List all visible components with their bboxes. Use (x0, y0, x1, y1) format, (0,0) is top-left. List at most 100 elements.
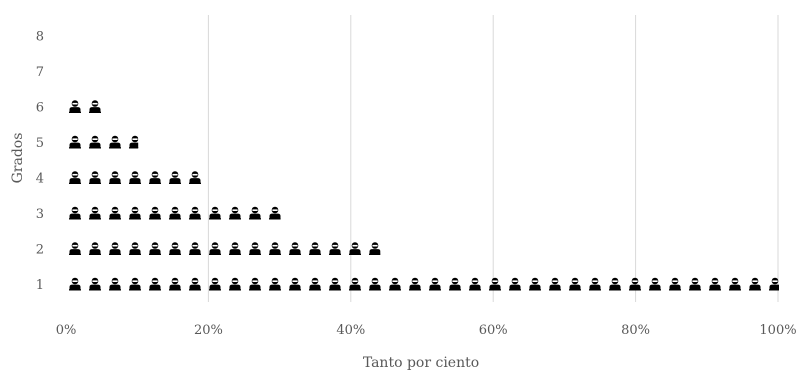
person-icon (269, 206, 281, 220)
person-icon (529, 277, 541, 291)
person-icon (69, 171, 81, 184)
x-axis-title: Tanto por ciento (363, 355, 479, 371)
person-icon (169, 242, 181, 255)
person-icon (429, 277, 441, 291)
bar (69, 135, 139, 149)
person-icon (689, 277, 701, 291)
person-icon (249, 242, 261, 255)
person-icon (269, 242, 281, 255)
person-icon (109, 171, 121, 184)
person-icon (509, 277, 521, 291)
person-icon (369, 242, 381, 255)
person-icon (169, 277, 181, 291)
person-icon (69, 135, 81, 149)
person-icon (149, 242, 161, 255)
bar (69, 171, 201, 184)
person-icon (749, 277, 761, 291)
person-icon (449, 277, 461, 291)
person-icon (409, 277, 421, 291)
person-icon (189, 277, 201, 291)
y-axis-title: Grados (10, 133, 26, 184)
person-icon (129, 135, 139, 149)
y-tick-labels: 1 2 3 4 5 6 7 8 (36, 30, 44, 294)
person-icon (109, 277, 121, 291)
person-icon (209, 277, 221, 291)
person-icon (129, 171, 141, 184)
person-icon (709, 277, 721, 291)
person-icon (109, 206, 121, 220)
person-icon (249, 277, 261, 291)
bar (69, 206, 281, 220)
x-tick-label: 80% (621, 323, 650, 338)
person-icon (189, 242, 201, 255)
person-icon (309, 242, 321, 255)
person-icon (729, 277, 741, 291)
person-icon (189, 206, 201, 220)
person-icon (389, 277, 401, 291)
person-icon (109, 242, 121, 255)
x-tick-label: 100% (759, 323, 796, 338)
person-icon (649, 277, 661, 291)
person-icon (369, 277, 381, 291)
person-icon (269, 277, 281, 291)
person-icon (89, 135, 101, 149)
person-icon (149, 277, 161, 291)
person-icon (309, 277, 321, 291)
y-tick-label: 1 (36, 278, 44, 293)
x-tick-labels: 0% 20% 40% 60% 80% 100% (56, 323, 797, 338)
person-icon (469, 277, 481, 291)
person-icon (209, 242, 221, 255)
person-icon (69, 206, 81, 220)
person-icon (769, 277, 779, 291)
person-icon (289, 277, 301, 291)
person-icon (129, 242, 141, 255)
person-icon (589, 277, 601, 291)
person-icon (109, 135, 121, 149)
person-icon (69, 100, 81, 113)
person-icon (329, 277, 341, 291)
person-icon (129, 277, 141, 291)
y-tick-label: 7 (36, 65, 44, 80)
person-icon (569, 277, 581, 291)
person-icon (89, 242, 101, 255)
y-tick-label: 4 (36, 172, 44, 187)
y-tick-label: 2 (36, 243, 44, 258)
person-icon (69, 277, 81, 291)
person-icon (329, 242, 341, 255)
bar (69, 277, 779, 291)
person-icon (549, 277, 561, 291)
x-tick-label: 60% (479, 323, 508, 338)
x-tick-label: 20% (194, 323, 223, 338)
person-icon (89, 206, 101, 220)
person-icon (69, 242, 81, 255)
bar (69, 242, 381, 255)
person-icon (129, 206, 141, 220)
person-icon (669, 277, 681, 291)
gridlines (207, 15, 779, 302)
person-icon (249, 206, 261, 220)
person-icon (209, 206, 221, 220)
y-tick-label: 8 (36, 30, 44, 45)
person-icon (609, 277, 621, 291)
bar (69, 100, 101, 113)
person-icon (89, 171, 101, 184)
x-tick-label: 0% (56, 323, 77, 338)
person-icon (89, 277, 101, 291)
person-icon (149, 171, 161, 184)
person-icon (169, 206, 181, 220)
person-icon (489, 277, 501, 291)
bars (69, 100, 779, 291)
person-icon (149, 206, 161, 220)
y-tick-label: 3 (36, 207, 44, 222)
person-icon (629, 277, 641, 291)
x-tick-label: 40% (336, 323, 365, 338)
person-icon (229, 206, 241, 220)
person-icon (169, 171, 181, 184)
y-tick-label: 6 (36, 101, 44, 116)
person-icon (229, 242, 241, 255)
y-tick-label: 5 (36, 136, 44, 151)
person-icon (89, 100, 101, 113)
person-icon (189, 171, 201, 184)
person-icon (229, 277, 241, 291)
